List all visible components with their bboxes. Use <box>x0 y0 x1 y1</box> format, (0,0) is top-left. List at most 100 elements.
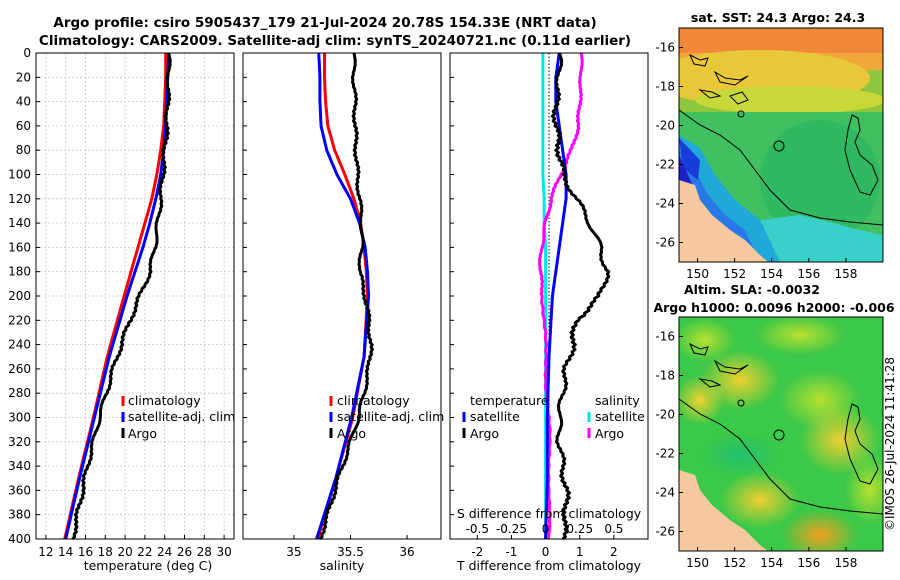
legend-satellite: satellite-adj. clim <box>337 409 444 424</box>
legend-temperature-title: temperature <box>470 393 549 408</box>
salinity-lines <box>315 52 374 541</box>
copyright-label: ©IMOS 26-Jul-2024 11:41:28 <box>883 357 897 531</box>
legend-t-argo: Argo <box>470 426 499 441</box>
y-tick-label: 140 <box>8 216 31 230</box>
y-tick-label: 380 <box>8 508 31 522</box>
x-tick-label: 20 <box>117 545 132 559</box>
temperature-tick-labels: 12 14 16 18 20 22 24 26 28 30 <box>38 535 232 559</box>
x-tick-label: 28 <box>197 545 212 559</box>
lon-tick-label: 156 <box>797 556 820 570</box>
temperature-panel: 0 20 40 60 80 100 120 140 160 180 200 220 240 260 280 3… <box>8 46 235 573</box>
x-tick-label: 30 <box>216 545 231 559</box>
y-tick-label: 20 <box>16 70 31 84</box>
temperature-xlabel: temperature (deg C) <box>84 558 213 573</box>
x2-tick-label: 0.5 <box>604 522 623 536</box>
legend-s-satellite: satellite <box>595 409 645 424</box>
island-shapes <box>688 342 749 388</box>
salinity-legend: climatology satellite-adj. clim Argo <box>329 393 444 441</box>
x-tick-label: 35.5 <box>337 545 364 559</box>
sla-map-ticks: 150 152 154 156 158 -16 -18 -20 -22 -24 -26 <box>655 330 857 571</box>
legend-t-satellite: satellite <box>470 409 520 424</box>
y-tick-label: 100 <box>8 168 31 182</box>
x-tick-label: 2 <box>610 545 618 559</box>
lat-tick-label: -18 <box>655 369 675 383</box>
legend-argo: Argo <box>128 426 157 441</box>
lon-tick-label: 150 <box>686 267 709 281</box>
legend-satellite: satellite-adj. clim <box>128 409 235 424</box>
temperature-grid <box>36 52 234 540</box>
x-tick-label: 26 <box>177 545 192 559</box>
isobath-line <box>679 398 883 515</box>
x2-tick-label: -0.5 <box>466 522 489 536</box>
series-temperature-argo <box>550 52 611 541</box>
x2-tick-label: 0 <box>542 522 550 536</box>
legend-salinity-title: salinity <box>595 393 640 408</box>
sst-map-ticks: 150 152 154 156 158 -16 -18 -20 -22 -24 -26 <box>655 41 857 282</box>
s-difference-xlabel: S difference from climatology <box>457 506 642 521</box>
salinity-ticks: 35 35.5 36 <box>243 52 415 559</box>
lat-tick-label: -24 <box>655 486 675 500</box>
lon-tick-label: 152 <box>723 556 746 570</box>
lat-tick-label: -20 <box>655 408 675 422</box>
x-tick-label: 0 <box>542 545 550 559</box>
lon-tick-label: 158 <box>834 267 857 281</box>
y-tick-label: 180 <box>8 265 31 279</box>
x-tick-label: -1 <box>505 545 517 559</box>
x-tick-label: 18 <box>98 545 113 559</box>
x-tick-label: 16 <box>78 545 93 559</box>
difference-lines <box>538 52 611 541</box>
x-tick-label: 35 <box>286 545 301 559</box>
lat-tick-label: -18 <box>655 80 675 94</box>
series-argo <box>318 52 374 541</box>
difference-panel: -2 -1 0 1 2 -0.5 -0.25 0 0.25 0.5 T difference fr… <box>449 52 649 573</box>
reef-outline <box>844 403 879 485</box>
y-tick-label: 200 <box>8 289 31 303</box>
y-tick-label: 300 <box>8 411 31 425</box>
island-shapes <box>688 53 749 105</box>
lon-tick-label: 152 <box>723 267 746 281</box>
y-tick-label: 160 <box>8 240 31 254</box>
legend-s-argo: Argo <box>595 426 624 441</box>
y-tick-label: 120 <box>8 192 31 206</box>
lat-tick-label: -16 <box>655 41 675 55</box>
lat-tick-label: -16 <box>655 330 675 344</box>
lon-tick-label: 156 <box>797 267 820 281</box>
lat-tick-label: -22 <box>655 447 675 461</box>
x2-tick-label: -0.25 <box>496 522 527 536</box>
legend-argo: Argo <box>337 426 366 441</box>
y-tick-label: 40 <box>16 95 31 109</box>
y-tick-label: 340 <box>8 459 31 473</box>
figure-title-line2: Climatology: CARS2009. Satellite-adj cli… <box>39 33 631 49</box>
lat-tick-label: -22 <box>655 158 675 172</box>
y-tick-label: 280 <box>8 386 31 400</box>
x-tick-label: -2 <box>471 545 483 559</box>
lon-tick-label: 150 <box>686 556 709 570</box>
lon-tick-label: 158 <box>834 556 857 570</box>
lat-tick-label: -20 <box>655 119 675 133</box>
temperature-lines <box>63 52 172 540</box>
x-tick-label: 1 <box>576 545 584 559</box>
y-tick-label: 80 <box>16 143 31 157</box>
salinity-xlabel: salinity <box>320 558 365 573</box>
lon-tick-label: 154 <box>760 267 783 281</box>
temperature-legend: climatology satellite-adj. clim Argo <box>121 393 235 441</box>
lat-tick-label: -24 <box>655 197 675 211</box>
legend-climatology: climatology <box>128 393 201 408</box>
y-tick-label: 0 <box>23 46 31 60</box>
difference-legend: temperature satellite Argo salinity sate… <box>462 393 645 441</box>
sla-map-title: Altim. SLA: -0.0032 <box>684 282 820 297</box>
island-outline <box>737 110 745 118</box>
x-tick-label: 14 <box>58 545 73 559</box>
island-outline <box>737 399 745 407</box>
x-tick-label: 22 <box>137 545 152 559</box>
salinity-panel: 35 35.5 36 salinity climatology satellite-… <box>242 52 444 573</box>
y-tick-label: 260 <box>8 362 31 376</box>
reef-outline <box>844 114 879 196</box>
lon-tick-label: 154 <box>760 556 783 570</box>
difference-ticks: -2 -1 0 1 2 -0.5 -0.25 0 0.25 0.5 <box>450 52 623 559</box>
t-difference-xlabel: T difference from climatology <box>456 558 642 573</box>
lat-tick-label: -26 <box>655 525 675 539</box>
series-argo <box>71 52 172 540</box>
y-tick-label: 220 <box>8 313 31 327</box>
